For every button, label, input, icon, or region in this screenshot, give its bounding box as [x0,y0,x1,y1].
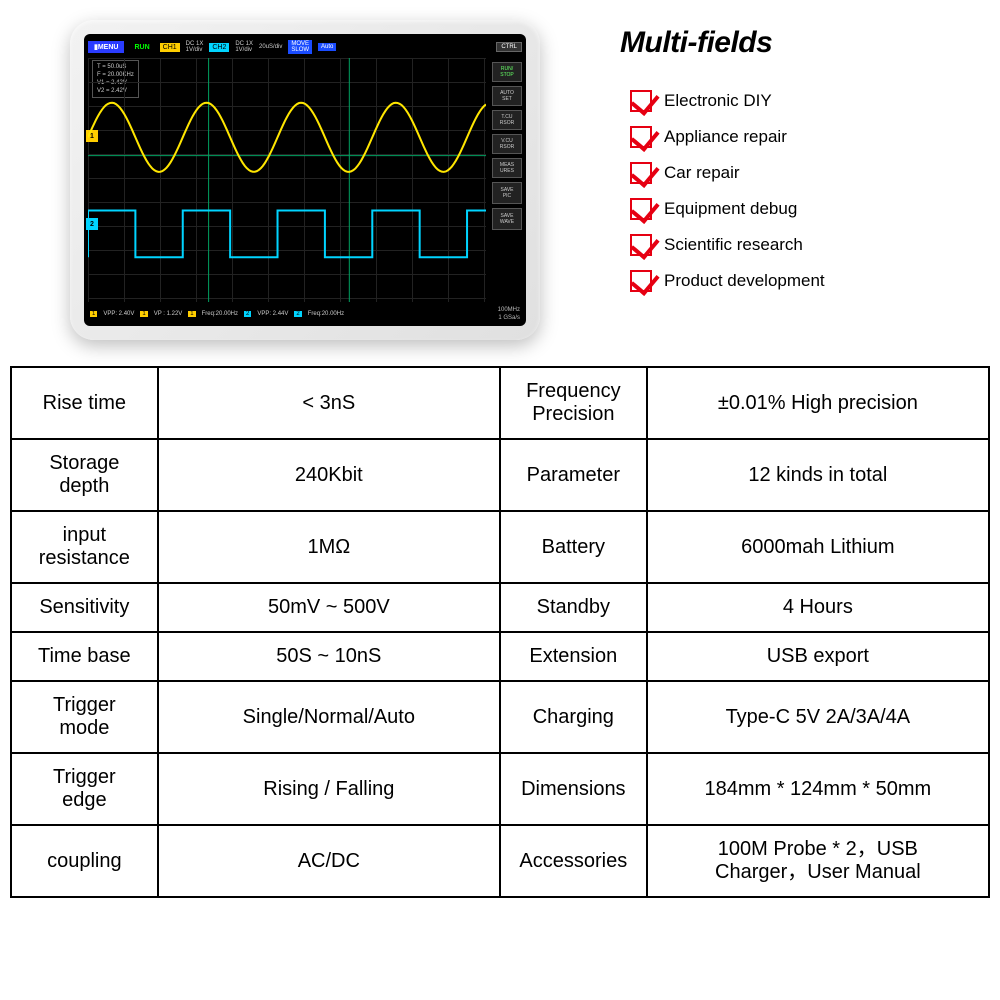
table-row: Time base50S ~ 10nSExtensionUSB export [11,632,989,681]
spec-label: coupling [11,825,158,897]
spec-label: inputresistance [11,511,158,583]
mf-item-2: Car repair [630,162,940,184]
oscilloscope-device: ▮MENU RUN CH1 DC 1X1V/div CH2 DC 1X1V/di… [70,20,540,340]
spec-value: Single/Normal/Auto [158,681,500,753]
spec-label: Battery [500,511,647,583]
run-indicator: RUN [130,42,153,53]
mf-item-1: Appliance repair [630,126,940,148]
tag-2b: 2 [294,311,301,317]
spec-value: 240Kbit [158,439,500,511]
check-icon [630,126,652,148]
check-icon [630,270,652,292]
side-button-2[interactable]: T.CURSOR [492,110,522,130]
spec-label: Time base [11,632,158,681]
side-button-3[interactable]: V.CURSOR [492,134,522,154]
vpp2-value: VPP: 2.44V [257,311,288,317]
multi-fields-title: Multi-fields [620,26,940,60]
ch1-settings: DC 1X1V/div [186,41,204,53]
waveform-grid: 1 2 [88,58,486,302]
spec-label: Triggermode [11,681,158,753]
check-icon [630,234,652,256]
side-button-column: RUN/STOP AUTOSET T.CURSOR V.CURSOR MEASURES S… [492,62,522,230]
spec-value: 6000mah Lithium [647,511,989,583]
spec-label: Standby [500,583,647,632]
table-row: Sensitivity50mV ~ 500VStandby4 Hours [11,583,989,632]
ch1-chip[interactable]: CH1 [160,43,180,52]
spec-label: Accessories [500,825,647,897]
spec-value: ±0.01% High precision [647,367,989,439]
spec-value: Type-C 5V 2A/3A/4A [647,681,989,753]
mf-item-label: Scientific research [664,235,803,255]
table-row: TriggermodeSingle/Normal/AutoChargingTyp… [11,681,989,753]
table-row: inputresistance1MΩBattery6000mah Lithium [11,511,989,583]
screen-topbar: ▮MENU RUN CH1 DC 1X1V/div CH2 DC 1X1V/di… [88,38,522,56]
oscilloscope-screen: ▮MENU RUN CH1 DC 1X1V/div CH2 DC 1X1V/di… [84,34,526,326]
specifications-table: Rise time< 3nSFrequencyPrecision±0.01% H… [10,366,990,898]
mf-item-3: Equipment debug [630,198,940,220]
mf-item-4: Scientific research [630,234,940,256]
spec-value: 184mm * 124mm * 50mm [647,753,989,825]
spec-value: 100M Probe * 2，USBCharger，User Manual [647,825,989,897]
spec-label: Triggeredge [11,753,158,825]
menu-button[interactable]: ▮MENU [88,41,124,53]
table-row: Storagedepth240KbitParameter12 kinds in … [11,439,989,511]
side-button-1[interactable]: AUTOSET [492,86,522,106]
waveform-svg [88,58,486,302]
spec-label: FrequencyPrecision [500,367,647,439]
ch2-settings: DC 1X1V/div [235,41,253,53]
spec-value: < 3nS [158,367,500,439]
spec-label: Charging [500,681,647,753]
bottom-measurement-bar: 1 VPP: 2.40V 1 VP : 1.22V 1 Freq:20.00Hz… [90,306,520,322]
auto-chip[interactable]: Auto [318,43,336,51]
spec-value: AC/DC [158,825,500,897]
spec-label: Extension [500,632,647,681]
spec-label: Sensitivity [11,583,158,632]
spec-label: Storagedepth [11,439,158,511]
spec-value: USB export [647,632,989,681]
spec-label: Rise time [11,367,158,439]
spec-value: 4 Hours [647,583,989,632]
mf-item-0: Electronic DIY [630,90,940,112]
tag-1c: 1 [188,311,195,317]
check-icon [630,90,652,112]
spec-value: Rising / Falling [158,753,500,825]
check-icon [630,162,652,184]
spec-label: Dimensions [500,753,647,825]
spec-label: Parameter [500,439,647,511]
ctrl-button[interactable]: CTRL [496,42,522,52]
vp1-value: VP : 1.22V [154,311,183,317]
tag-1a: 1 [90,311,97,317]
mf-item-label: Car repair [664,163,740,183]
spec-value: 50S ~ 10nS [158,632,500,681]
table-row: Rise time< 3nSFrequencyPrecision±0.01% H… [11,367,989,439]
ch2-chip[interactable]: CH2 [209,43,229,52]
mf-item-label: Product development [664,271,825,291]
mf-item-label: Electronic DIY [664,91,772,111]
side-button-5[interactable]: SAVEPIC [492,182,522,204]
mf-item-5: Product development [630,270,940,292]
table-row: TriggeredgeRising / FallingDimensions184… [11,753,989,825]
multi-fields-section: Multi-fields Electronic DIY Appliance rep… [620,20,940,292]
freq2-value: Freq:20.00Hz [308,311,344,317]
tag-2a: 2 [244,311,251,317]
spec-value: 12 kinds in total [647,439,989,511]
side-button-6[interactable]: SAVEWAVE [492,208,522,230]
multi-fields-list: Electronic DIY Appliance repair Car repair… [620,90,940,292]
table-row: couplingAC/DCAccessories100M Probe * 2，U… [11,825,989,897]
move-chip[interactable]: MOVESLOW [288,40,312,54]
freq1-value: Freq:20.00Hz [202,311,238,317]
check-icon [630,198,652,220]
top-section: ▮MENU RUN CH1 DC 1X1V/div CH2 DC 1X1V/di… [10,20,990,360]
tag-1b: 1 [140,311,147,317]
vpp1-value: VPP: 2.40V [103,311,134,317]
side-button-4[interactable]: MEASURES [492,158,522,178]
spec-value: 50mV ~ 500V [158,583,500,632]
mf-item-label: Equipment debug [664,199,797,219]
side-button-0[interactable]: RUN/STOP [492,62,522,82]
device-spec-label: 100MHz1 GSa/s [498,306,520,322]
spec-value: 1MΩ [158,511,500,583]
timebase-label: 20uS/div [259,44,282,50]
mf-item-label: Appliance repair [664,127,787,147]
